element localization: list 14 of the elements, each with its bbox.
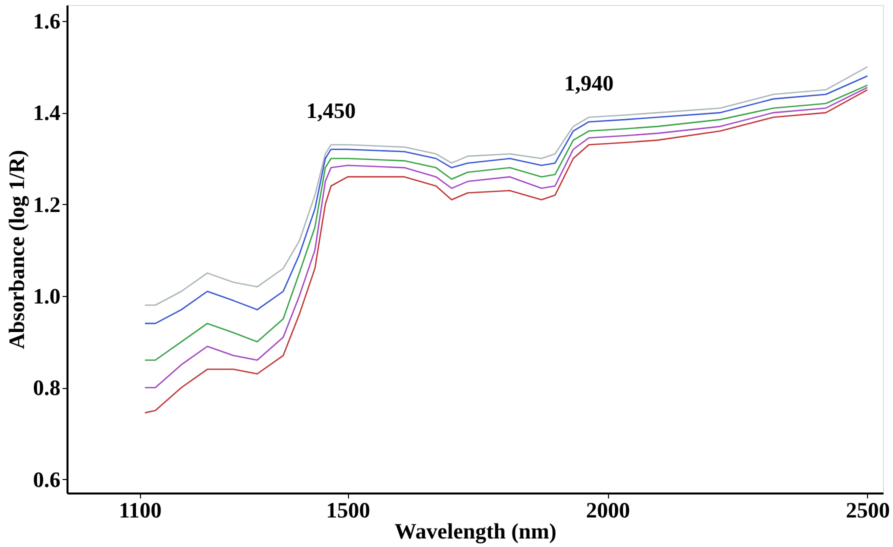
y-tick-label: 0.8 bbox=[33, 375, 60, 400]
annotation: 1,940 bbox=[564, 70, 614, 96]
y-tick-label: 1.2 bbox=[33, 192, 60, 217]
x-tick-label: 1500 bbox=[326, 498, 370, 522]
y-tick-label: 1.4 bbox=[33, 100, 60, 126]
x-tick-label: 2500 bbox=[846, 498, 890, 522]
x-tick-label: 1100 bbox=[118, 498, 162, 522]
annotation: 1,450 bbox=[306, 98, 356, 123]
y-tick-label: 0.6 bbox=[33, 466, 60, 492]
y-axis-title: Absorbance (log 1/R) bbox=[4, 150, 29, 350]
y-tick-label: 1.6 bbox=[33, 8, 60, 34]
y-tick-label: 1.0 bbox=[33, 283, 60, 308]
x-axis-title: Wavelength (nm) bbox=[394, 518, 556, 544]
x-tick-label: 2000 bbox=[586, 498, 630, 522]
